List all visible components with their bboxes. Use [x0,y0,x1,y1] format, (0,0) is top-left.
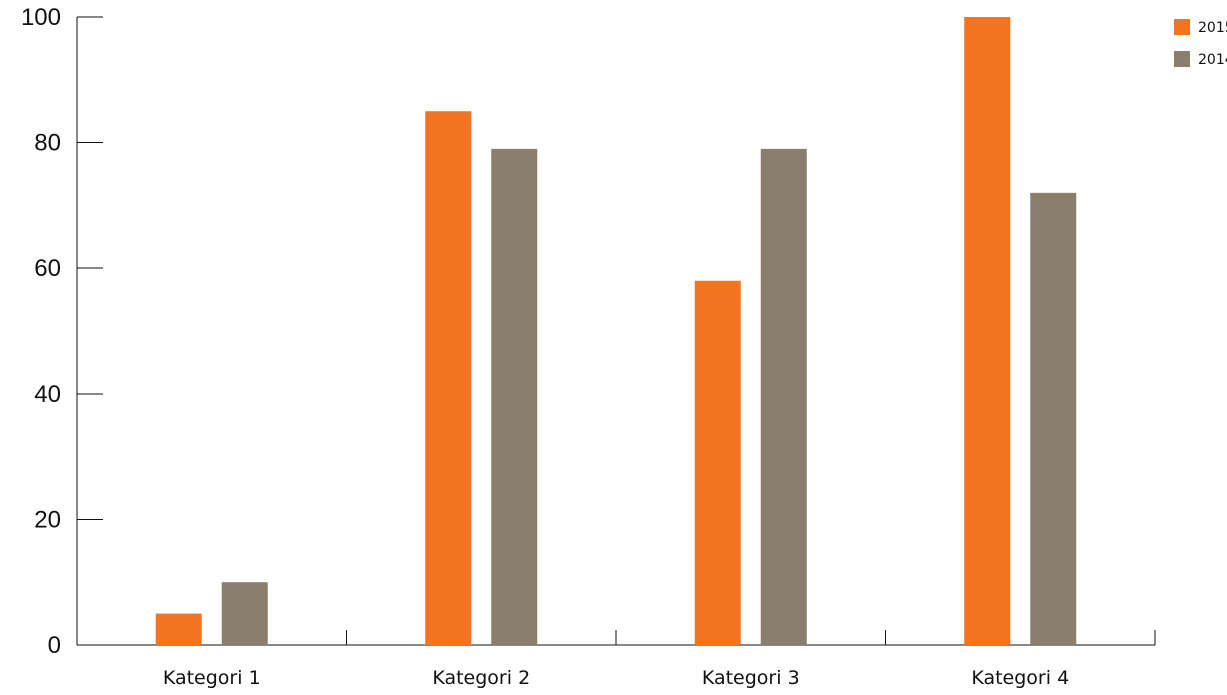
x-tick-label: Kategori 2 [432,667,530,689]
legend-label: 2015 [1198,20,1227,36]
legend-swatch-2015 [1174,19,1190,35]
bar-2014-kategori-2 [491,148,538,645]
y-tick-label: 0 [48,632,61,659]
bar-2015-kategori-2 [425,111,472,645]
y-tick-label: 20 [34,506,61,533]
y-tick-label: 40 [34,381,61,408]
x-tick-label: Kategori 4 [971,667,1069,689]
x-tick-label: Kategori 3 [702,667,800,689]
bar-2014-kategori-1 [221,582,268,645]
x-tick-label: Kategori 1 [163,667,261,689]
y-tick-label: 80 [34,130,61,157]
bar-2015-kategori-1 [155,613,202,645]
bar-2014-kategori-4 [1030,192,1077,645]
legend-swatch-2014 [1174,51,1190,67]
bar-2015-kategori-3 [694,280,741,645]
y-axis-ticks: 0 20 40 60 80 100 [21,4,103,659]
x-axis-ticks: Kategori 1 Kategori 2 Kategori 3 Kategori 4 [163,630,1156,689]
y-tick-label: 100 [21,4,61,31]
bar-2014-kategori-3 [760,148,807,645]
legend-label: 2014 [1198,52,1227,68]
bars [155,17,1077,645]
bar-2015-kategori-4 [964,17,1011,645]
legend: 2015 2014 [1174,19,1227,68]
y-tick-label: 60 [34,255,61,282]
